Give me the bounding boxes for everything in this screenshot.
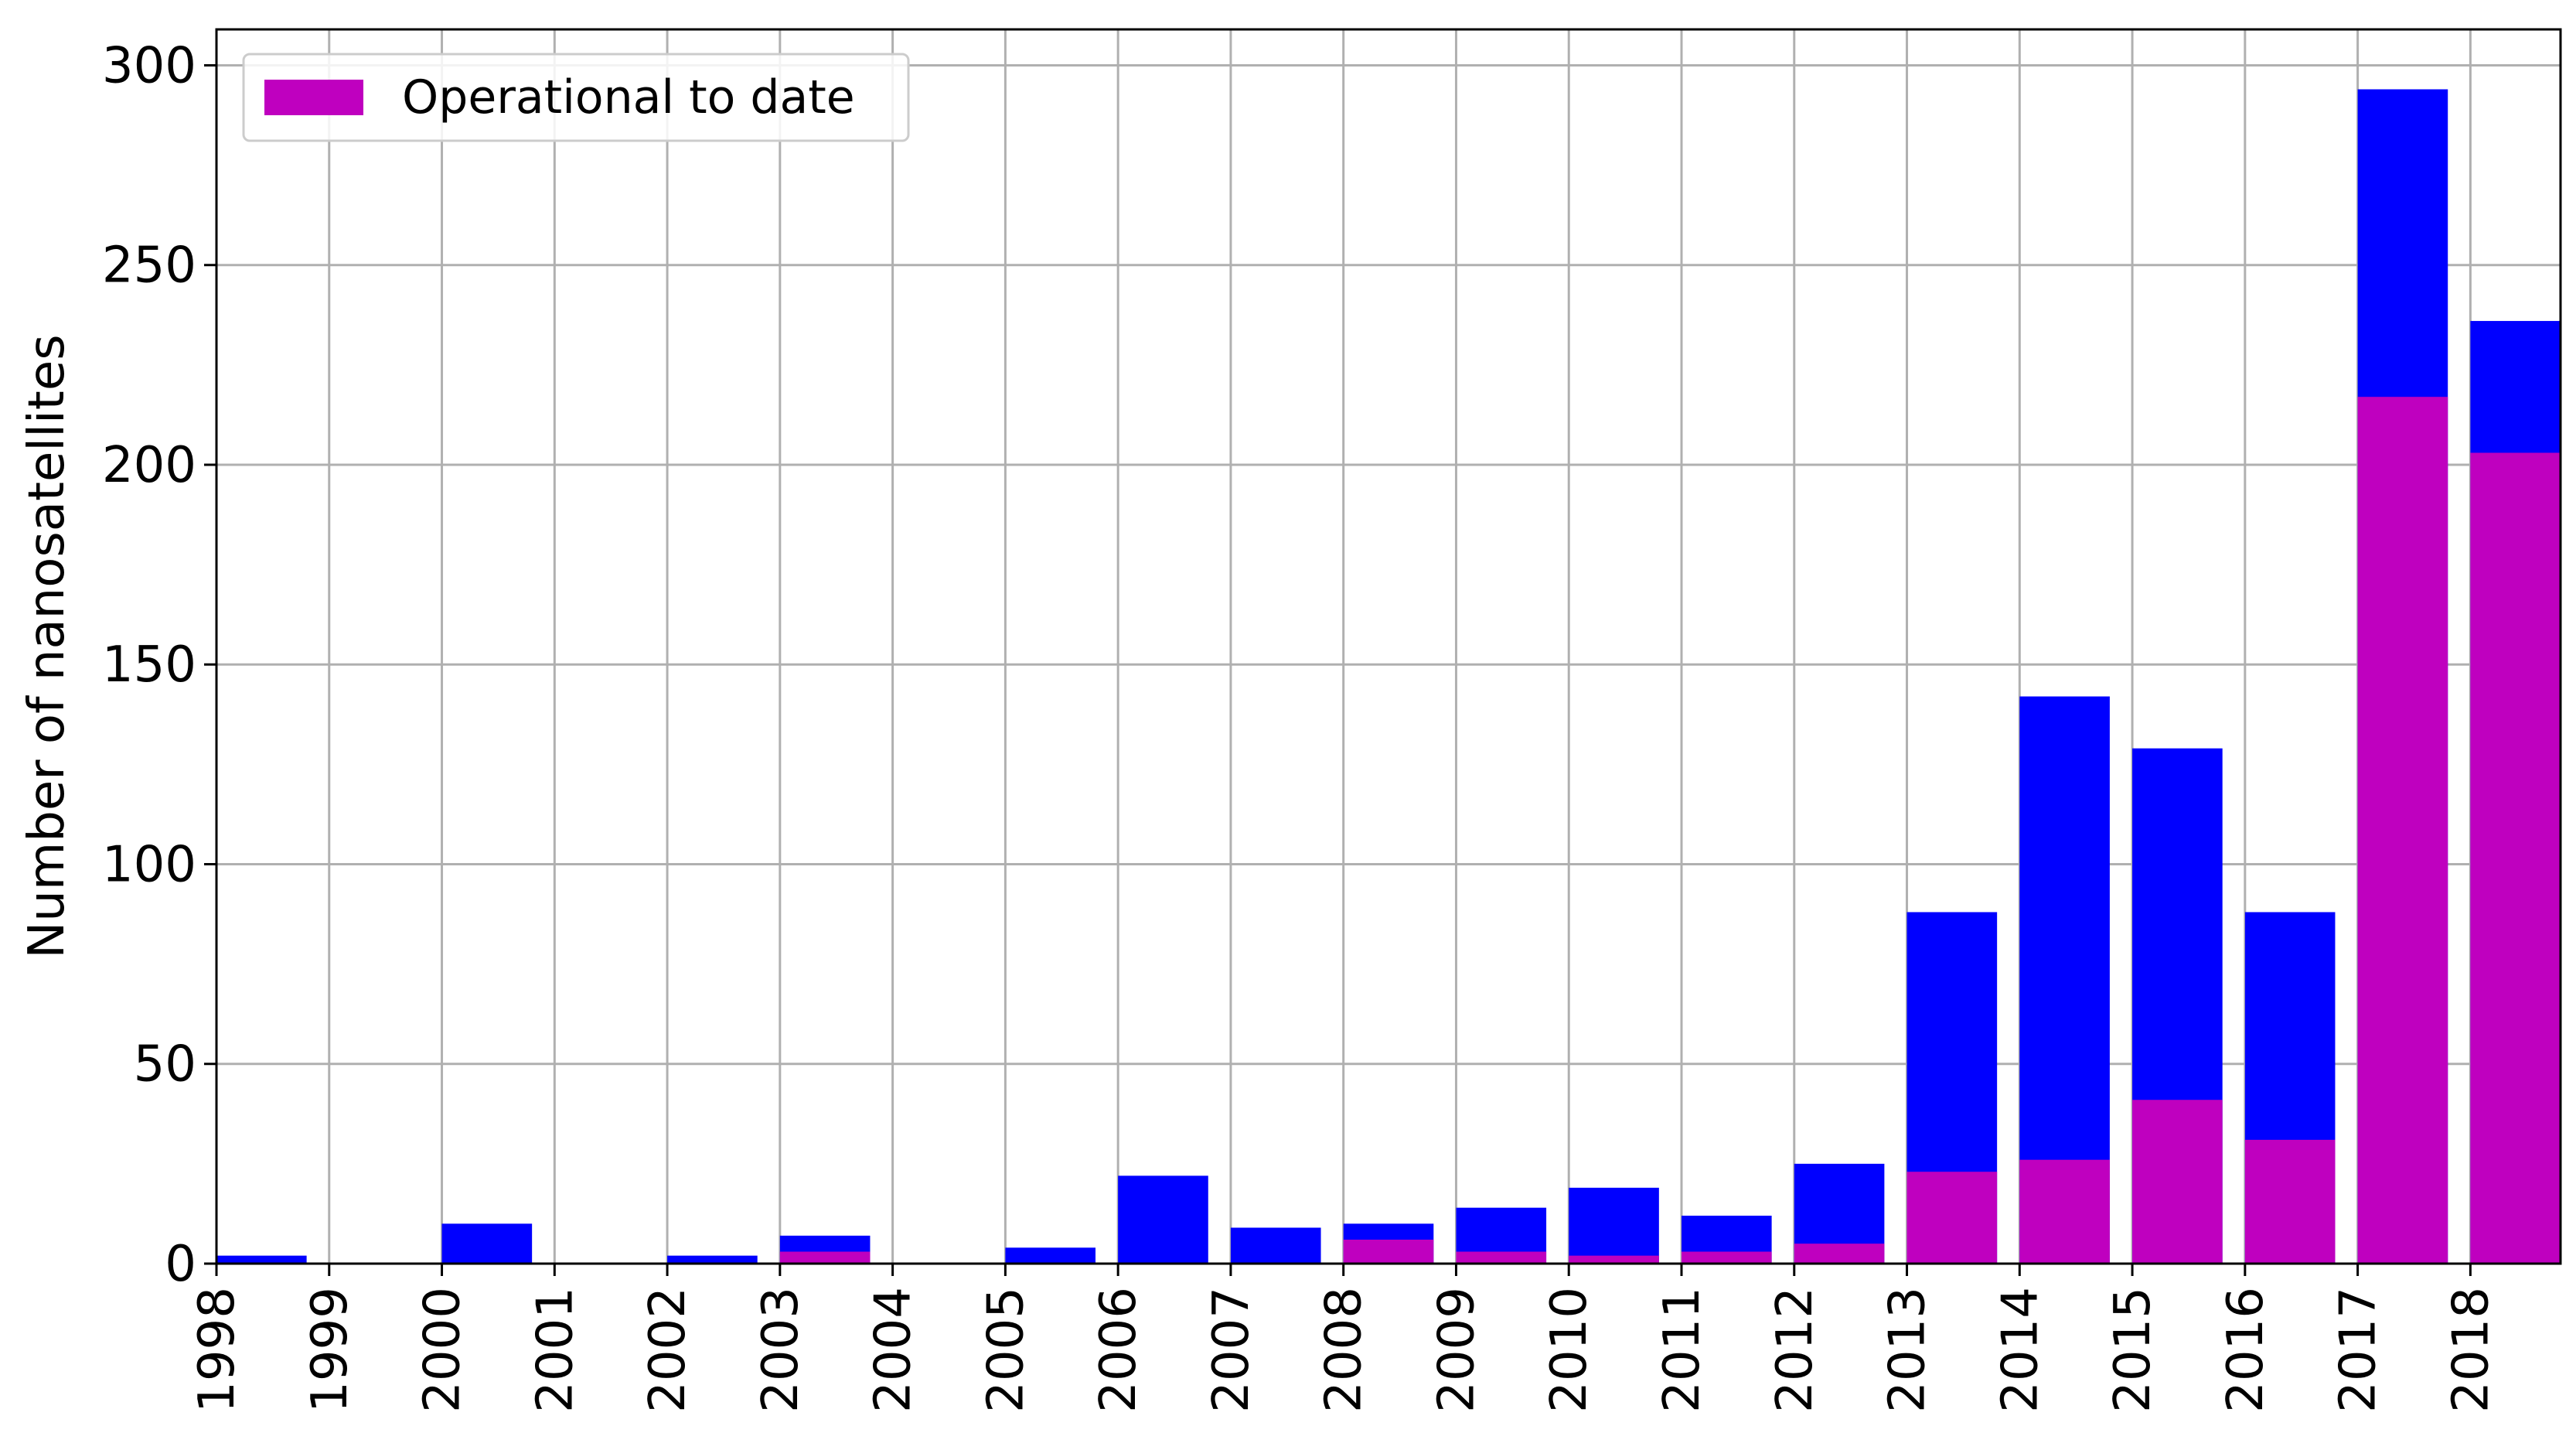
bar-total-2002 xyxy=(667,1255,758,1264)
x-tick-label: 2016 xyxy=(2217,1287,2274,1413)
y-tick-label: 300 xyxy=(102,37,196,94)
bar-operational-2009 xyxy=(1456,1251,1547,1264)
bar-operational-2015 xyxy=(2132,1100,2223,1264)
x-tick-label: 1998 xyxy=(189,1287,246,1413)
x-tick-label: 2011 xyxy=(1654,1287,1711,1413)
legend-label-operational: Operational to date xyxy=(402,70,855,125)
bar-operational-2011 xyxy=(1682,1251,1772,1264)
bar-operational-2008 xyxy=(1343,1240,1434,1264)
bar-total-2010 xyxy=(1569,1187,1659,1264)
x-tick-label: 2002 xyxy=(639,1287,697,1413)
x-tick-label: 2005 xyxy=(977,1287,1034,1413)
bar-operational-2012 xyxy=(1794,1244,1885,1264)
y-tick-label: 50 xyxy=(134,1036,196,1093)
plot-frame xyxy=(215,28,2562,1265)
bars xyxy=(216,89,2561,1264)
x-tick-label: 2017 xyxy=(2330,1287,2387,1413)
bar-operational-2016 xyxy=(2244,1139,2336,1264)
bar-total-2006 xyxy=(1118,1175,1208,1264)
x-tick-label: 2013 xyxy=(1879,1287,1937,1413)
x-tick-label: 2014 xyxy=(1992,1287,2049,1413)
x-tick-label: 2010 xyxy=(1541,1287,1598,1413)
legend-swatch-operational xyxy=(264,80,363,115)
bar-operational-2003 xyxy=(779,1251,871,1264)
x-tick-label: 2003 xyxy=(752,1287,809,1413)
bar-operational-2010 xyxy=(1569,1255,1659,1264)
legend-box xyxy=(242,53,910,142)
x-tick-label: 2006 xyxy=(1090,1287,1147,1413)
bar-operational-2017 xyxy=(2357,397,2448,1264)
x-tick-label: 2000 xyxy=(414,1287,472,1413)
bar-operational-2013 xyxy=(1906,1172,1998,1264)
x-tick-label: 2001 xyxy=(526,1287,584,1413)
y-tick-label: 100 xyxy=(102,836,196,893)
x-tick-label: 2008 xyxy=(1316,1287,1373,1413)
x-tick-label: 2009 xyxy=(1428,1287,1485,1413)
x-tick-label: 2007 xyxy=(1203,1287,1260,1413)
x-tick-label: 1999 xyxy=(302,1287,359,1413)
x-tick-label: 2004 xyxy=(865,1287,922,1413)
legend: Operational to date xyxy=(242,53,910,142)
plot-area-border xyxy=(215,28,2562,1265)
bar-total-2000 xyxy=(441,1223,533,1264)
bar-total-2007 xyxy=(1230,1227,1321,1264)
bar-total-2005 xyxy=(1005,1247,1095,1264)
y-axis-label: Number of nanosatellites xyxy=(19,334,76,958)
y-tick-label: 150 xyxy=(102,636,196,694)
x-tick-label: 2012 xyxy=(1767,1287,1824,1413)
ticks: 0 50 100 150 200 250 300 1998 1999 2000 2001 2002 20… xyxy=(102,37,2500,1412)
x-tick-label: 2018 xyxy=(2442,1287,2499,1413)
y-tick-label: 0 xyxy=(165,1236,196,1293)
x-tick-label: 2015 xyxy=(2104,1287,2162,1413)
y-tick-label: 200 xyxy=(102,437,196,494)
bar-operational-2018 xyxy=(2470,452,2561,1264)
bar-total-1998 xyxy=(216,1255,307,1264)
y-tick-label: 250 xyxy=(102,237,196,295)
bar-operational-2014 xyxy=(2019,1159,2110,1264)
